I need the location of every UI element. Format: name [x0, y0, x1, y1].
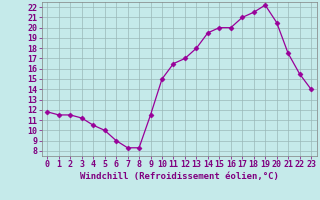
X-axis label: Windchill (Refroidissement éolien,°C): Windchill (Refroidissement éolien,°C) [80, 172, 279, 181]
